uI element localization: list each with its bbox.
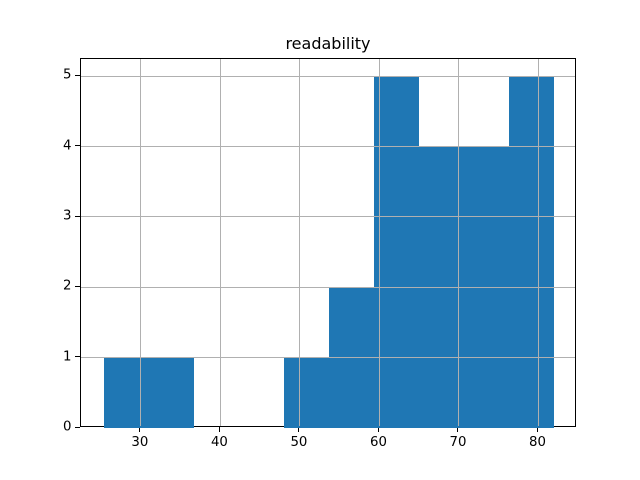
x-tick-label: 60: [369, 434, 387, 450]
y-tick-mark: [75, 215, 80, 217]
y-tick-mark: [75, 356, 80, 358]
y-tick-mark: [75, 285, 80, 287]
chart-title: readability: [285, 34, 371, 53]
histogram-bar: [283, 357, 329, 429]
y-tick-label: 4: [63, 137, 72, 153]
histogram-bar: [509, 76, 555, 429]
y-tick-label: 5: [63, 67, 72, 83]
histogram-bar: [103, 357, 149, 429]
x-tick-label: 80: [529, 434, 546, 450]
y-tick-label: 3: [63, 208, 72, 224]
gridline-vertical: [378, 58, 380, 427]
gridline-horizontal: [81, 286, 575, 288]
x-tick-label: 30: [131, 434, 149, 450]
y-tick-label: 0: [63, 419, 72, 435]
x-tick-mark: [457, 427, 459, 433]
histogram-bar: [148, 357, 194, 429]
gridline-vertical: [538, 58, 539, 427]
x-tick-mark: [218, 427, 220, 433]
x-tick-label: 70: [449, 434, 467, 450]
y-tick-mark: [75, 74, 80, 76]
gridline-vertical: [458, 58, 460, 427]
x-tick-label: 50: [290, 434, 308, 450]
plot-area: [80, 57, 576, 429]
gridline-horizontal: [81, 216, 575, 218]
gridline-vertical: [140, 58, 142, 427]
gridline-horizontal: [81, 75, 575, 77]
x-tick-label: 40: [210, 434, 228, 450]
y-tick-label: 1: [63, 349, 72, 365]
gridline-vertical: [299, 58, 301, 427]
gridline-horizontal: [81, 146, 575, 148]
y-tick-mark: [75, 145, 80, 147]
gridline-vertical: [219, 58, 221, 427]
y-tick-label: 2: [63, 278, 72, 294]
y-tick-mark: [75, 426, 80, 428]
histogram-bar: [374, 76, 420, 429]
x-tick-mark: [139, 427, 141, 433]
gridline-horizontal: [81, 357, 575, 359]
x-tick-mark: [298, 427, 300, 433]
x-tick-mark: [537, 427, 538, 433]
x-tick-mark: [377, 427, 379, 433]
